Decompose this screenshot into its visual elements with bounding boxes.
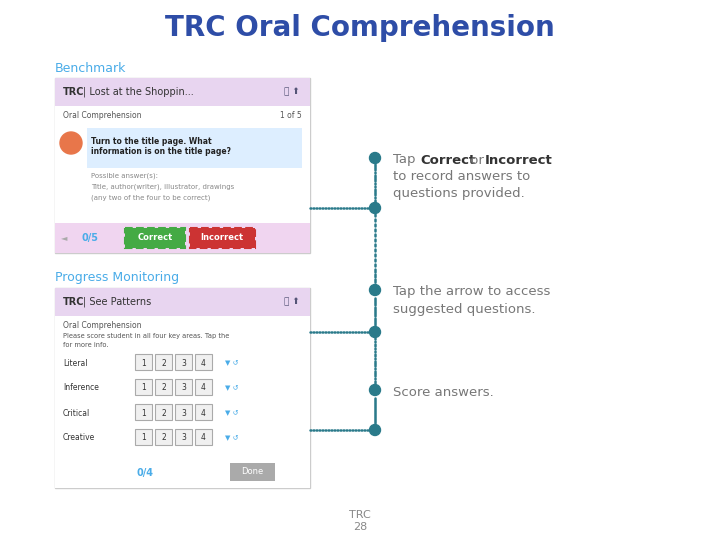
FancyBboxPatch shape — [55, 78, 310, 106]
Text: Critical: Critical — [63, 408, 90, 417]
Text: Please score student in all four key areas. Tap the: Please score student in all four key are… — [63, 333, 230, 339]
Circle shape — [369, 384, 380, 395]
Circle shape — [369, 202, 380, 213]
Text: 4: 4 — [201, 359, 206, 368]
FancyBboxPatch shape — [195, 429, 212, 445]
Text: | See Patterns: | See Patterns — [83, 297, 151, 307]
Text: 2: 2 — [161, 359, 166, 368]
Text: 1: 1 — [141, 434, 146, 442]
FancyBboxPatch shape — [175, 404, 192, 420]
Text: ▼ ↺: ▼ ↺ — [225, 435, 238, 441]
Text: for more info.: for more info. — [63, 342, 109, 348]
Text: information is on the title page?: information is on the title page? — [91, 147, 231, 157]
Text: 3: 3 — [181, 383, 186, 393]
Text: Correct: Correct — [138, 233, 173, 242]
FancyBboxPatch shape — [55, 78, 310, 253]
Circle shape — [369, 327, 380, 338]
Text: 1 of 5: 1 of 5 — [280, 111, 302, 120]
Text: 3: 3 — [181, 434, 186, 442]
Text: 1: 1 — [141, 408, 146, 417]
Text: ⓘ ⬆: ⓘ ⬆ — [284, 298, 300, 307]
Text: ▼ ↺: ▼ ↺ — [225, 385, 238, 391]
FancyBboxPatch shape — [155, 429, 172, 445]
Text: ▼ ↺: ▼ ↺ — [225, 360, 238, 366]
Text: Correct: Correct — [420, 153, 475, 166]
Text: TRC Oral Comprehension: TRC Oral Comprehension — [165, 14, 555, 42]
Text: 1: 1 — [141, 383, 146, 393]
Text: 1: 1 — [141, 359, 146, 368]
Text: 2: 2 — [161, 434, 166, 442]
Text: Score answers.: Score answers. — [393, 386, 494, 399]
Text: 2: 2 — [161, 408, 166, 417]
FancyBboxPatch shape — [55, 288, 310, 488]
Text: Possible answer(s):: Possible answer(s): — [91, 173, 158, 179]
FancyBboxPatch shape — [195, 404, 212, 420]
FancyBboxPatch shape — [155, 354, 172, 370]
Text: 0/4: 0/4 — [137, 468, 153, 478]
Text: Oral Comprehension: Oral Comprehension — [63, 321, 142, 330]
Text: TRC: TRC — [63, 297, 84, 307]
FancyBboxPatch shape — [155, 379, 172, 395]
Text: ◄: ◄ — [61, 233, 68, 242]
Text: 4: 4 — [201, 408, 206, 417]
Text: ⓘ ⬆: ⓘ ⬆ — [284, 87, 300, 97]
FancyBboxPatch shape — [135, 429, 152, 445]
Text: Title, author(writer), illustrator, drawings: Title, author(writer), illustrator, draw… — [91, 184, 234, 190]
FancyBboxPatch shape — [230, 463, 275, 481]
Text: 0/5: 0/5 — [81, 233, 98, 243]
Text: Done: Done — [241, 468, 263, 476]
Text: 3: 3 — [181, 359, 186, 368]
FancyBboxPatch shape — [155, 404, 172, 420]
Text: to record answers to: to record answers to — [393, 171, 530, 184]
Circle shape — [369, 424, 380, 435]
Text: Turn to the title page. What: Turn to the title page. What — [91, 137, 212, 145]
Text: | Lost at the Shoppin...: | Lost at the Shoppin... — [83, 87, 194, 97]
FancyBboxPatch shape — [175, 354, 192, 370]
Text: Literal: Literal — [63, 359, 88, 368]
Text: Creative: Creative — [63, 434, 95, 442]
FancyBboxPatch shape — [175, 429, 192, 445]
Text: Oral Comprehension: Oral Comprehension — [63, 111, 142, 120]
FancyBboxPatch shape — [135, 379, 152, 395]
Circle shape — [369, 152, 380, 164]
Text: Tap the arrow to access: Tap the arrow to access — [393, 286, 550, 299]
Text: Incorrect: Incorrect — [200, 233, 243, 242]
FancyBboxPatch shape — [190, 228, 255, 248]
FancyBboxPatch shape — [195, 354, 212, 370]
Text: questions provided.: questions provided. — [393, 187, 525, 200]
Text: TRC: TRC — [63, 87, 84, 97]
FancyBboxPatch shape — [125, 228, 185, 248]
FancyBboxPatch shape — [55, 316, 310, 488]
Text: Inference: Inference — [63, 383, 99, 393]
Text: Progress Monitoring: Progress Monitoring — [55, 272, 179, 285]
FancyBboxPatch shape — [55, 288, 310, 316]
Text: Benchmark: Benchmark — [55, 62, 127, 75]
Text: or: or — [466, 153, 488, 166]
FancyBboxPatch shape — [135, 354, 152, 370]
Text: TRC: TRC — [349, 510, 371, 520]
Text: 3: 3 — [181, 408, 186, 417]
Text: 2: 2 — [161, 383, 166, 393]
Circle shape — [369, 285, 380, 295]
FancyBboxPatch shape — [87, 128, 302, 168]
Circle shape — [60, 132, 82, 154]
FancyBboxPatch shape — [55, 106, 310, 223]
Text: ▼ ↺: ▼ ↺ — [225, 410, 238, 416]
Text: suggested questions.: suggested questions. — [393, 302, 536, 315]
FancyBboxPatch shape — [175, 379, 192, 395]
Text: 4: 4 — [201, 383, 206, 393]
Text: Incorrect: Incorrect — [485, 153, 553, 166]
FancyBboxPatch shape — [195, 379, 212, 395]
FancyBboxPatch shape — [135, 404, 152, 420]
FancyBboxPatch shape — [55, 223, 310, 253]
Text: Tap: Tap — [393, 153, 420, 166]
Text: 4: 4 — [201, 434, 206, 442]
Text: (any two of the four to be correct): (any two of the four to be correct) — [91, 195, 210, 201]
Text: 28: 28 — [353, 522, 367, 532]
